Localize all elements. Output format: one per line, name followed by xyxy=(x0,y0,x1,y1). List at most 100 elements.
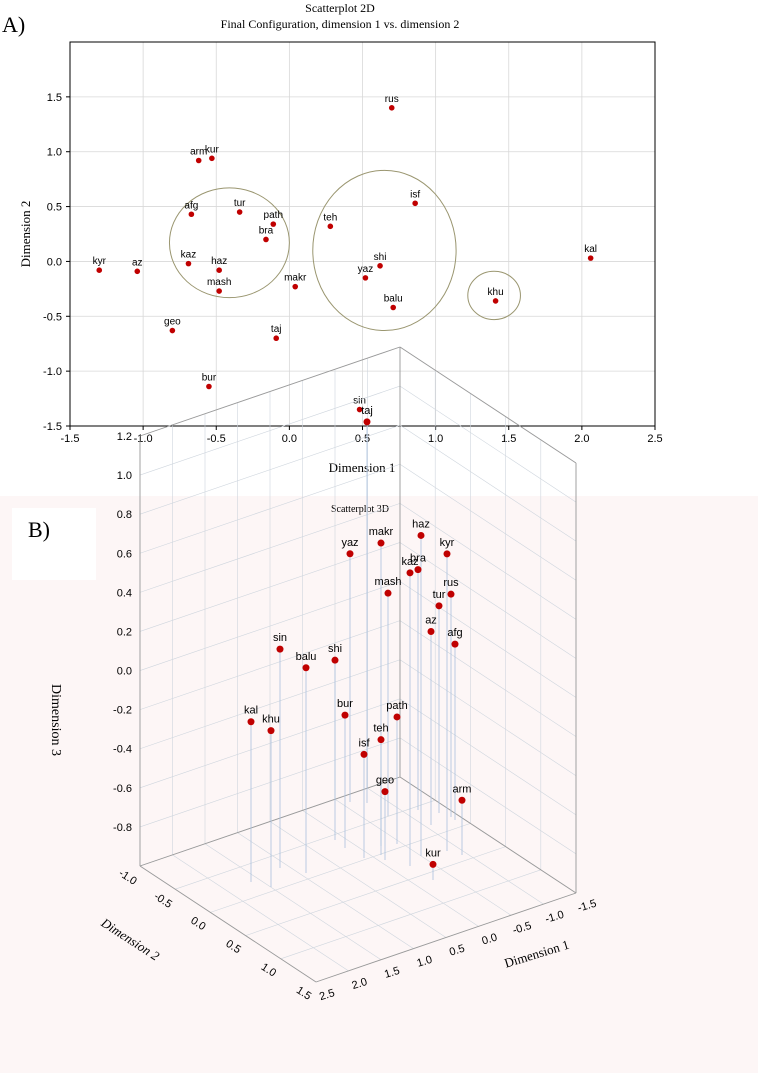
floor-gridline-x xyxy=(237,832,414,949)
wall-gridline-z xyxy=(399,737,577,855)
data-point-mash xyxy=(216,288,222,294)
data-point-geo xyxy=(169,327,176,334)
floor-gridline-y xyxy=(245,846,506,936)
x-tick-label: 2.0 xyxy=(574,433,589,445)
panel-b-chart-title: Scatterplot 3D xyxy=(331,504,389,515)
data-point-mash xyxy=(384,589,392,597)
data-point-path xyxy=(393,713,401,721)
panel-b-ticks: -0.8-0.6-0.4-0.20.00.20.40.60.81.01.2-1.… xyxy=(113,431,598,1003)
z-tick-label: 0.2 xyxy=(117,626,132,638)
point-label-khu: khu xyxy=(488,287,504,298)
data-point-bur xyxy=(341,711,349,719)
data-point-teh xyxy=(327,223,334,230)
point-label-mash: mash xyxy=(375,576,402,588)
z-tick-label: -0.4 xyxy=(113,744,132,756)
point-label-yaz: yaz xyxy=(358,264,374,275)
x-tick-label: -1.5 xyxy=(61,433,80,445)
data-point-rus xyxy=(388,105,395,111)
floor-gridline-x xyxy=(204,843,382,961)
data-point-kaz xyxy=(185,260,192,267)
data-point-afg xyxy=(188,211,195,218)
data-point-balu xyxy=(302,664,310,672)
y-tick-label: 0.5 xyxy=(47,202,62,214)
y-tick-label: 0.0 xyxy=(47,256,62,268)
data-point-yaz xyxy=(346,550,354,558)
point-label-afg: afg xyxy=(447,627,462,639)
data-point-bur xyxy=(206,383,212,390)
point-label-shi: shi xyxy=(328,643,342,655)
point-label-az: az xyxy=(425,615,437,627)
box-edge xyxy=(399,346,577,464)
x-tick-label: 0.0 xyxy=(481,932,499,948)
panel-b-stems xyxy=(250,421,463,887)
point-label-khu: khu xyxy=(262,714,280,726)
point-label-rus: rus xyxy=(443,577,459,589)
panel-a-y-axis-label: Dimension 2 xyxy=(18,201,33,268)
x-tick-label: 2.5 xyxy=(647,433,662,445)
floor-gridline-y xyxy=(210,823,471,913)
x-tick-label: 1.0 xyxy=(416,954,434,970)
z-tick-label: 0.8 xyxy=(117,509,132,521)
z-tick-label: -0.2 xyxy=(113,705,132,717)
data-point-rus xyxy=(447,590,455,598)
point-label-shi: shi xyxy=(374,252,387,263)
panel-a-chart-title: Scatterplot 2D xyxy=(305,1,375,15)
point-label-haz: haz xyxy=(211,256,227,267)
point-label-bur: bur xyxy=(202,373,217,384)
z-tick-label: -0.6 xyxy=(113,783,132,795)
data-point-haz xyxy=(216,267,222,274)
data-point-kyr xyxy=(96,267,103,274)
wall-gridline-z xyxy=(399,620,577,737)
point-label-kal: kal xyxy=(584,244,597,255)
wall-gridline-z xyxy=(399,659,577,776)
box-edge xyxy=(315,892,577,983)
x-tick-label: 1.0 xyxy=(428,433,443,445)
point-label-kur: kur xyxy=(425,847,441,859)
data-point-shi xyxy=(377,263,383,269)
z-tick-label: 1.0 xyxy=(117,470,132,482)
point-label-kyr: kyr xyxy=(440,537,455,549)
y-tick-label: -1.5 xyxy=(43,421,62,433)
data-point-haz xyxy=(417,531,425,539)
data-point-shi xyxy=(331,656,339,664)
wall-gridline-z xyxy=(399,424,577,542)
box-edge xyxy=(139,776,401,867)
cluster-ellipse xyxy=(467,270,521,321)
data-point-arm xyxy=(195,157,202,164)
point-label-isf: isf xyxy=(359,737,371,749)
data-point-afg xyxy=(451,640,459,648)
data-point-teh xyxy=(377,736,385,744)
panel-b-scatterplot-3d: B) Scatterplot 3D taj haz makr kaz kyr yaz bra… xyxy=(0,346,758,1073)
point-label-yaz: yaz xyxy=(341,537,358,549)
y-tick-label: -1.0 xyxy=(43,366,62,378)
point-label-makr: makr xyxy=(284,273,307,284)
y-tick-label: 1.0 xyxy=(47,147,62,159)
point-label-bra: bra xyxy=(259,225,274,236)
panel-a-x-axis-label: Dimension 1 xyxy=(329,460,396,475)
box-edge xyxy=(399,776,577,894)
data-point-sin xyxy=(356,406,363,413)
data-point-path xyxy=(270,221,277,227)
point-label-tur: tur xyxy=(433,589,446,601)
data-point-kur xyxy=(209,155,215,162)
point-label-taj: taj xyxy=(271,324,282,335)
point-label-isf: isf xyxy=(410,189,420,200)
data-point-kal xyxy=(247,718,255,726)
floor-gridline-y xyxy=(175,799,436,890)
data-point-az xyxy=(427,628,435,635)
point-label-balu: balu xyxy=(384,294,403,305)
data-point-kaz xyxy=(406,569,414,577)
point-label-makr: makr xyxy=(369,526,394,538)
floor-gridline-y xyxy=(280,869,541,960)
panel-a-cluster-ellipses xyxy=(168,169,521,332)
z-tick-label: 0.6 xyxy=(117,548,132,560)
data-point-khu xyxy=(492,298,499,304)
floor-gridline-x xyxy=(172,854,349,972)
data-point-arm xyxy=(458,796,466,804)
data-point-taj xyxy=(363,418,371,426)
panel-b-letter-box xyxy=(12,508,96,580)
data-point-makr xyxy=(377,539,385,547)
